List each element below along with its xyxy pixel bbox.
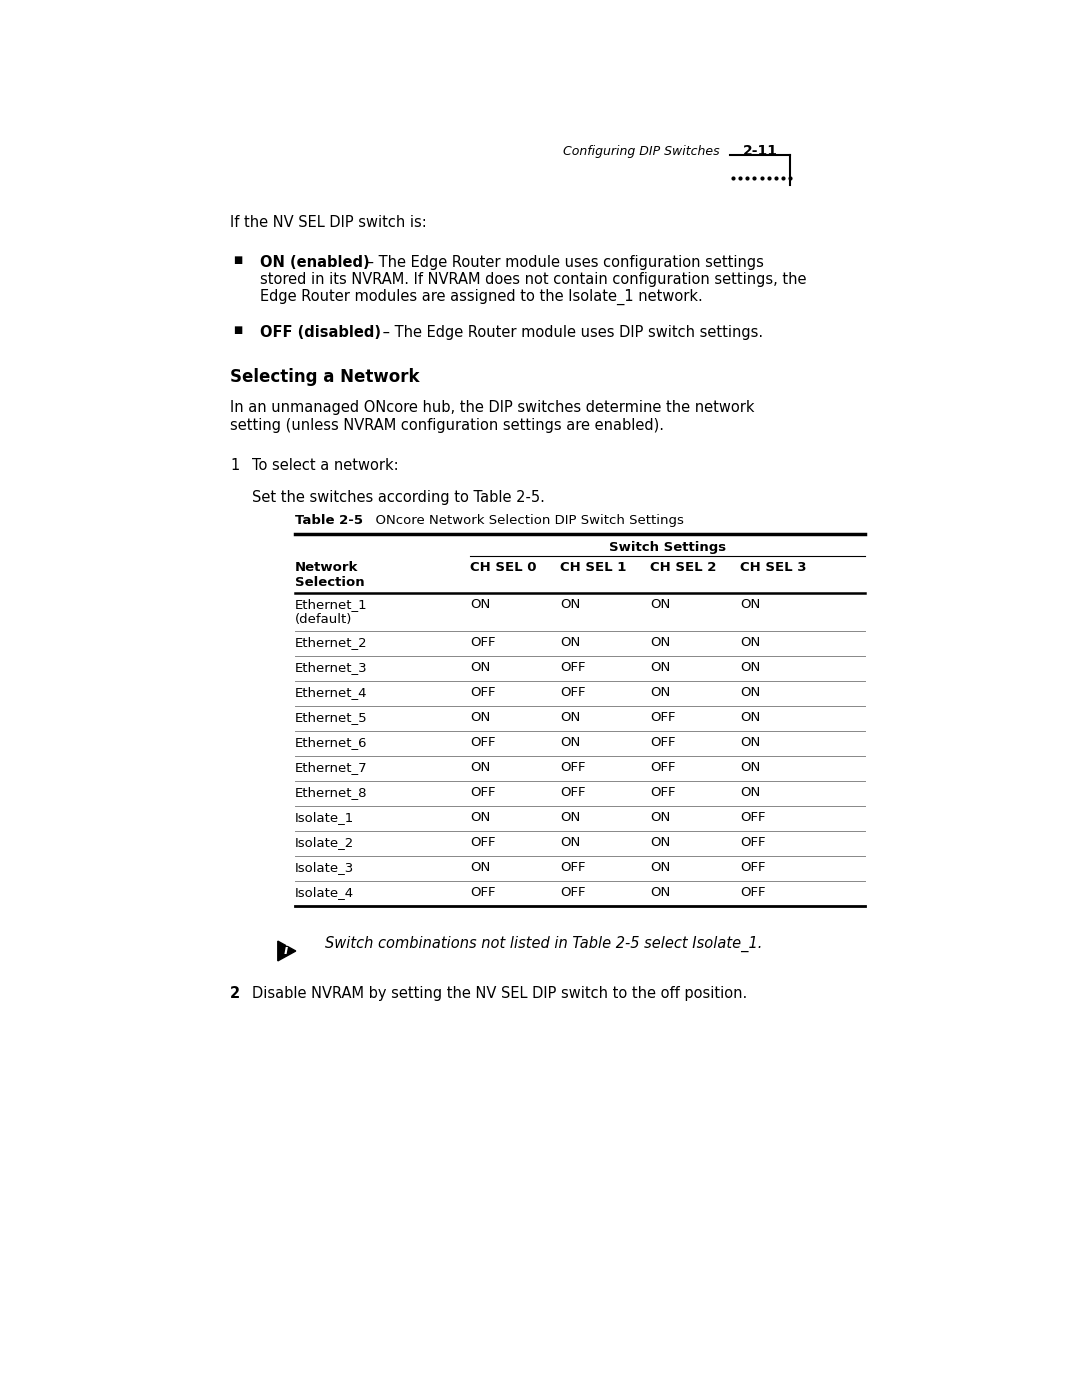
Text: Ethernet_5: Ethernet_5 [295,711,367,724]
Text: Ethernet_7: Ethernet_7 [295,761,367,774]
Text: Ethernet_8: Ethernet_8 [295,787,367,799]
Text: OFF: OFF [740,835,766,849]
Text: OFF: OFF [470,686,496,698]
Text: ON: ON [740,787,760,799]
Text: ON: ON [650,598,671,610]
Text: Set the switches according to Table 2-5.: Set the switches according to Table 2-5. [252,490,545,504]
Text: 2-11: 2-11 [743,144,778,158]
Text: ON: ON [470,812,490,824]
Text: Table 2-5: Table 2-5 [295,514,363,527]
Text: – The Edge Router module uses configuration settings: – The Edge Router module uses configurat… [362,256,764,270]
Text: Network: Network [295,562,359,574]
Text: Isolate_1: Isolate_1 [295,812,354,824]
Text: OFF: OFF [470,636,496,650]
Text: Ethernet_4: Ethernet_4 [295,686,367,698]
Text: Selection: Selection [295,576,365,590]
Text: OFF: OFF [740,886,766,900]
Text: Isolate_4: Isolate_4 [295,886,354,900]
Text: 1: 1 [230,458,240,474]
Text: ON: ON [561,711,580,724]
Text: – The Edge Router module uses DIP switch settings.: – The Edge Router module uses DIP switch… [378,326,764,339]
Text: OFF: OFF [470,835,496,849]
Text: OFF: OFF [650,711,675,724]
Text: To select a network:: To select a network: [252,458,399,474]
Text: Edge Router modules are assigned to the Isolate_1 network.: Edge Router modules are assigned to the … [260,289,703,305]
Text: ON: ON [650,636,671,650]
Text: ON: ON [740,736,760,749]
Text: ON (enabled): ON (enabled) [260,256,369,270]
Text: OFF: OFF [561,661,585,673]
Text: Ethernet_6: Ethernet_6 [295,736,367,749]
Text: OFF: OFF [561,686,585,698]
Text: Selecting a Network: Selecting a Network [230,367,419,386]
Text: OFF: OFF [650,787,675,799]
Polygon shape [278,942,296,961]
Text: Isolate_3: Isolate_3 [295,861,354,875]
Text: Switch combinations not listed in Table 2-5 select Isolate_1.: Switch combinations not listed in Table … [325,936,762,953]
Text: ONcore Network Selection DIP Switch Settings: ONcore Network Selection DIP Switch Sett… [367,514,684,527]
Text: OFF: OFF [470,787,496,799]
Text: ON: ON [740,686,760,698]
Text: ON: ON [470,861,490,875]
Text: Ethernet_2: Ethernet_2 [295,636,367,650]
Text: ON: ON [561,636,580,650]
Text: If the NV SEL DIP switch is:: If the NV SEL DIP switch is: [230,215,427,231]
Text: ■: ■ [233,326,242,335]
Text: OFF: OFF [561,861,585,875]
Text: ON: ON [740,661,760,673]
Text: ON: ON [650,812,671,824]
Text: 2: 2 [230,986,240,1002]
Text: stored in its NVRAM. If NVRAM does not contain configuration settings, the: stored in its NVRAM. If NVRAM does not c… [260,272,807,286]
Text: ON: ON [740,598,760,610]
Text: ON: ON [561,736,580,749]
Text: ON: ON [650,835,671,849]
Text: OFF: OFF [740,812,766,824]
Text: Configuring DIP Switches: Configuring DIP Switches [564,145,720,158]
Text: CH SEL 0: CH SEL 0 [470,562,537,574]
Text: Isolate_2: Isolate_2 [295,835,354,849]
Text: ON: ON [470,761,490,774]
Text: Disable NVRAM by setting the NV SEL DIP switch to the off position.: Disable NVRAM by setting the NV SEL DIP … [252,986,747,1002]
Text: ON: ON [561,812,580,824]
Text: OFF: OFF [740,861,766,875]
Text: OFF: OFF [561,787,585,799]
Text: In an unmanaged ONcore hub, the DIP switches determine the network: In an unmanaged ONcore hub, the DIP swit… [230,400,755,415]
Text: ON: ON [650,686,671,698]
Text: ON: ON [740,711,760,724]
Text: OFF: OFF [561,886,585,900]
Text: ON: ON [740,761,760,774]
Text: i: i [284,944,288,957]
Text: OFF: OFF [561,761,585,774]
Text: ■: ■ [233,256,242,265]
Text: ON: ON [470,598,490,610]
Text: Ethernet_3: Ethernet_3 [295,661,367,673]
Text: ON: ON [740,636,760,650]
Text: ON: ON [650,861,671,875]
Text: CH SEL 2: CH SEL 2 [650,562,716,574]
Text: OFF: OFF [470,736,496,749]
Text: OFF: OFF [650,736,675,749]
Text: ON: ON [470,661,490,673]
Text: Switch Settings: Switch Settings [609,541,726,555]
Text: Ethernet_1: Ethernet_1 [295,598,367,610]
Text: CH SEL 3: CH SEL 3 [740,562,807,574]
Text: ON: ON [650,661,671,673]
Text: OFF (disabled): OFF (disabled) [260,326,381,339]
Text: (default): (default) [295,613,352,626]
Text: setting (unless NVRAM configuration settings are enabled).: setting (unless NVRAM configuration sett… [230,418,664,433]
Text: ON: ON [650,886,671,900]
Text: CH SEL 1: CH SEL 1 [561,562,626,574]
Text: ON: ON [470,711,490,724]
Text: OFF: OFF [470,886,496,900]
Text: OFF: OFF [650,761,675,774]
Text: ON: ON [561,598,580,610]
Text: ON: ON [561,835,580,849]
